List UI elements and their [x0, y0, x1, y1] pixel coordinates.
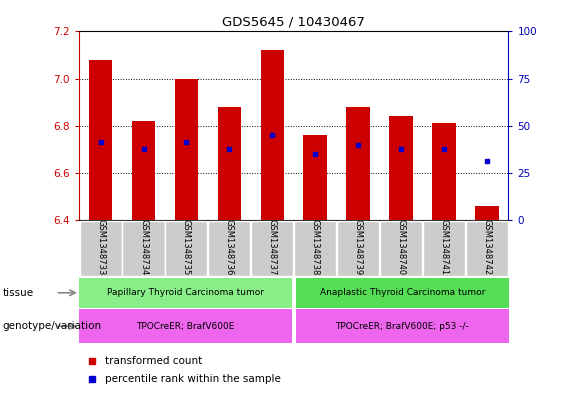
- FancyBboxPatch shape: [80, 220, 121, 277]
- FancyBboxPatch shape: [296, 309, 508, 343]
- Text: percentile rank within the sample: percentile rank within the sample: [105, 374, 281, 384]
- Text: GSM1348735: GSM1348735: [182, 219, 191, 275]
- FancyBboxPatch shape: [123, 220, 164, 277]
- Bar: [175, 79, 198, 220]
- Text: TPOCreER; BrafV600E; p53 -/-: TPOCreER; BrafV600E; p53 -/-: [336, 322, 469, 331]
- Bar: [132, 121, 155, 220]
- Bar: [389, 116, 413, 220]
- Text: GSM1348739: GSM1348739: [354, 219, 363, 275]
- Text: TPOCreER; BrafV600E: TPOCreER; BrafV600E: [136, 322, 234, 331]
- FancyBboxPatch shape: [294, 220, 336, 277]
- Text: GSM1348737: GSM1348737: [268, 219, 277, 275]
- FancyBboxPatch shape: [380, 220, 422, 277]
- Bar: [303, 135, 327, 220]
- FancyBboxPatch shape: [79, 278, 292, 308]
- Bar: [432, 123, 456, 220]
- Text: GSM1348738: GSM1348738: [311, 219, 320, 275]
- FancyBboxPatch shape: [466, 220, 508, 277]
- Text: GSM1348736: GSM1348736: [225, 219, 234, 275]
- Text: GSM1348734: GSM1348734: [139, 219, 148, 275]
- Text: GSM1348733: GSM1348733: [96, 219, 105, 275]
- Bar: [218, 107, 241, 220]
- FancyBboxPatch shape: [166, 220, 207, 277]
- FancyBboxPatch shape: [251, 220, 293, 277]
- Bar: [260, 50, 284, 220]
- Text: Anaplastic Thyroid Carcinoma tumor: Anaplastic Thyroid Carcinoma tumor: [320, 288, 485, 297]
- Text: transformed count: transformed count: [105, 356, 202, 366]
- Text: Papillary Thyroid Carcinoma tumor: Papillary Thyroid Carcinoma tumor: [107, 288, 264, 297]
- Text: tissue: tissue: [3, 288, 34, 298]
- FancyBboxPatch shape: [296, 278, 508, 308]
- Bar: [89, 60, 112, 220]
- Text: GSM1348740: GSM1348740: [397, 219, 406, 275]
- FancyBboxPatch shape: [337, 220, 379, 277]
- FancyBboxPatch shape: [208, 220, 250, 277]
- FancyBboxPatch shape: [423, 220, 465, 277]
- Bar: [346, 107, 370, 220]
- Text: GSM1348741: GSM1348741: [440, 219, 449, 275]
- Title: GDS5645 / 10430467: GDS5645 / 10430467: [223, 16, 365, 29]
- Text: GSM1348742: GSM1348742: [483, 219, 492, 275]
- Text: genotype/variation: genotype/variation: [3, 321, 102, 331]
- Bar: [475, 206, 499, 220]
- FancyBboxPatch shape: [79, 309, 292, 343]
